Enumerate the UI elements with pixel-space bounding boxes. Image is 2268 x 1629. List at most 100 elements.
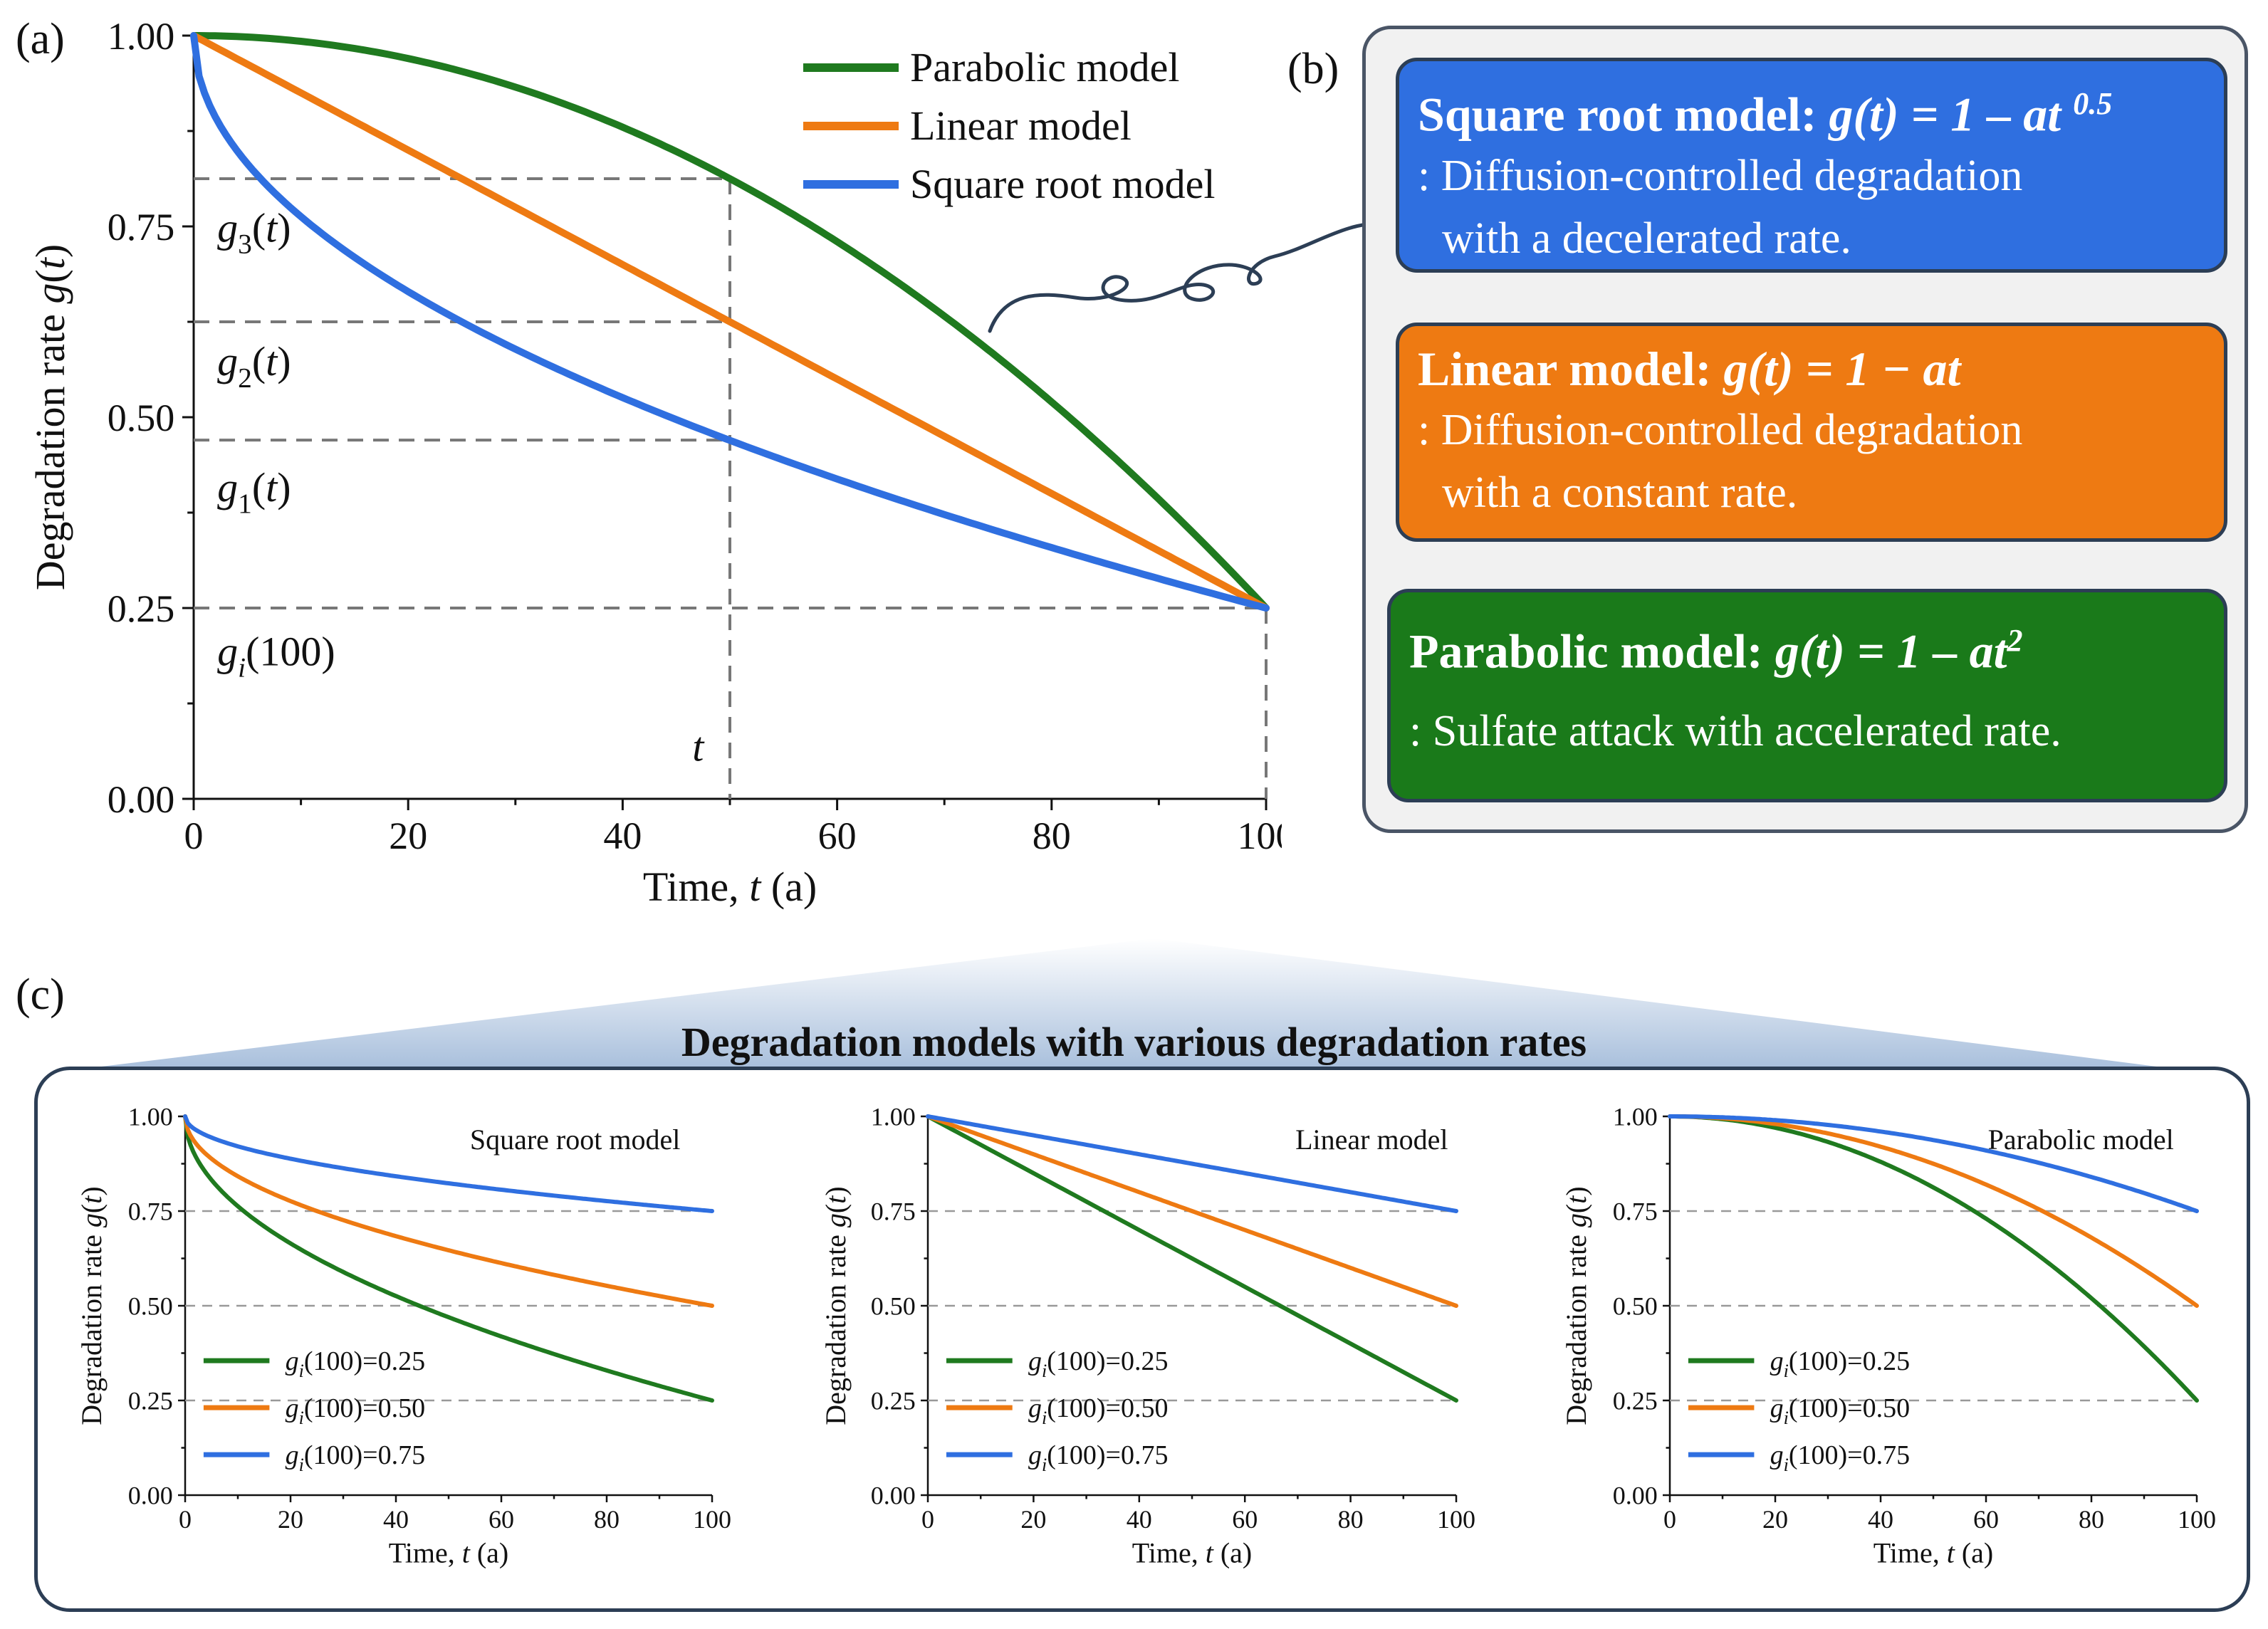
legend-label-sub: i (1784, 1361, 1789, 1381)
y-axis-label-part: g (27, 283, 73, 304)
y-axis-label-part: ( (820, 1204, 852, 1213)
series-line (1668, 1114, 2199, 1213)
x-tick-label: 60 (818, 814, 857, 857)
card-parabolic: Parabolic model: g(t) = 1 – at2 : Sulfat… (1387, 589, 2227, 802)
y-axis-label-part: g (1560, 1213, 1592, 1227)
annotation-g3-rest: ) (277, 204, 291, 251)
legend-label-rest: (100)=0.25 (1047, 1346, 1168, 1376)
panel-label-c: (c) (16, 970, 65, 1019)
legend-label-sqrt: Square root model (910, 161, 1215, 207)
x-axis-label: Time, t (a) (1874, 1537, 1994, 1569)
x-tick-label: 60 (1973, 1505, 1999, 1534)
series-line-linear (190, 32, 1270, 612)
y-tick-label: 1.00 (1613, 1103, 1658, 1131)
y-tick-label: 0.00 (1613, 1482, 1658, 1510)
legend-label-rest: (100)=0.25 (1789, 1346, 1910, 1376)
annotation-g3-rest: ( (252, 204, 266, 251)
annotation-g1-rest: ) (277, 464, 291, 510)
model-descriptions-panel: Square root model: g(t) = 1 – at 0.5 : D… (1362, 26, 2248, 833)
y-axis-label: Degradation rate g(t) (27, 244, 73, 590)
legend-label-base: g (286, 1393, 299, 1423)
y-axis-label: Degradation rate g(t) (75, 1186, 108, 1425)
x-tick-label: 100 (1238, 814, 1282, 857)
legend-label: gi(100)=0.75 (286, 1440, 425, 1475)
x-tick-label: 20 (1762, 1505, 1788, 1534)
y-axis-label-part: Degradation rate (75, 1227, 108, 1425)
legend-label-base: g (286, 1440, 299, 1470)
series-line (926, 1114, 1458, 1403)
card-title-text: Square root model: (1418, 87, 1829, 142)
card-square-root-title: Square root model: g(t) = 1 – at 0.5 (1418, 74, 2205, 145)
legend-label-sub: i (299, 1361, 304, 1381)
y-axis-label-part: t (1560, 1195, 1592, 1204)
legend-label-base: g (1770, 1393, 1784, 1423)
y-tick-label: 1.00 (128, 1103, 173, 1131)
annotation-g2: g2(t) (217, 338, 291, 393)
legend-label-sub: i (299, 1408, 304, 1428)
legend-label-rest: (100)=0.50 (304, 1393, 425, 1423)
y-axis-label-part: ( (75, 1204, 108, 1213)
chart-title: Linear model (1295, 1123, 1448, 1156)
y-tick-label: 0.75 (871, 1198, 916, 1226)
y-tick-label: 0.50 (1613, 1292, 1658, 1321)
legend-label: gi(100)=0.50 (1028, 1393, 1168, 1428)
y-axis-label-part: g (75, 1213, 108, 1227)
x-axis-label-part: t (462, 1537, 471, 1569)
legend-label: gi(100)=0.75 (1770, 1440, 1910, 1475)
y-axis-label-part: t (820, 1195, 852, 1204)
x-tick-label: 60 (488, 1505, 514, 1534)
legend-label-sub: i (299, 1455, 304, 1475)
x-axis-label-part: Time, (1874, 1537, 1947, 1569)
x-tick-label: 40 (1127, 1505, 1152, 1534)
chart-title: Square root model (470, 1123, 681, 1156)
x-axis-label-part: Time, (389, 1537, 462, 1569)
legend-label: gi(100)=0.25 (286, 1346, 425, 1381)
chart-c1: 0 20 40 60 80 100 0.00 0.25 0.50 0.75 1.00 Time, t … (75, 1103, 731, 1569)
card-formula: g(t) = 1 – at (1829, 87, 2074, 142)
legend-label-base: g (286, 1346, 299, 1376)
annotation-g2-rest: ) (277, 338, 291, 384)
y-axis-label-part: ( (27, 269, 73, 283)
legend-label: gi(100)=0.25 (1770, 1346, 1910, 1381)
legend-label-sub: i (1784, 1455, 1789, 1475)
x-tick-label: 100 (1437, 1505, 1475, 1534)
y-tick-label: 0.50 (128, 1292, 173, 1321)
y-tick-label: 0.25 (871, 1387, 916, 1415)
x-tick-label: 40 (1868, 1505, 1893, 1534)
x-axis-label-part: t (1206, 1537, 1214, 1569)
x-tick-label: 80 (2079, 1505, 2104, 1534)
series-line (1668, 1114, 2199, 1403)
y-axis-label-part: ) (75, 1186, 108, 1195)
y-tick-label: 0.50 (871, 1292, 916, 1321)
y-tick-label: 0.75 (108, 206, 175, 248)
legend-label-sub: i (1042, 1408, 1047, 1428)
connector-squiggle (988, 221, 1387, 333)
chart-title: Parabolic model (1988, 1123, 2174, 1156)
card-linear-title: Linear model: g(t) = 1 − at (1418, 339, 2205, 399)
x-axis-label-part: (a) (1955, 1537, 1993, 1569)
series-line-parabolic (190, 32, 1270, 612)
series-line (183, 1114, 714, 1403)
x-tick-label: 0 (1663, 1505, 1676, 1534)
x-tick-label: 20 (389, 814, 427, 857)
series-line (183, 1114, 714, 1213)
y-tick-label: 1.00 (871, 1103, 916, 1131)
card-desc-line1: : Diffusion-controlled degradation (1418, 406, 2023, 454)
card-desc-line2: with a decelerated rate. (1442, 214, 1851, 263)
x-tick-label: 80 (1033, 814, 1071, 857)
x-tick-label: 0 (184, 814, 204, 857)
series-line (926, 1114, 1458, 1308)
annotation-g3-rest: t (266, 204, 278, 251)
chart-a: 0 20 40 60 80 100 0.00 0.25 0.50 0.75 1.00 Time, t … (27, 15, 1282, 910)
x-tick-label: 20 (278, 1505, 303, 1534)
y-tick-label: 1.00 (108, 15, 175, 58)
x-tick-label: 80 (1338, 1505, 1364, 1534)
y-axis-label-part: Degradation rate (820, 1227, 852, 1425)
x-tick-label: 100 (2178, 1505, 2216, 1534)
x-axis-label: Time, t (a) (1132, 1537, 1253, 1569)
y-tick-label: 0.50 (108, 397, 175, 439)
series-line (926, 1114, 1458, 1213)
annotation-g2-sub: 2 (238, 362, 252, 393)
x-tick-label: 100 (693, 1505, 731, 1534)
annotation-g1-base: g (217, 464, 238, 510)
